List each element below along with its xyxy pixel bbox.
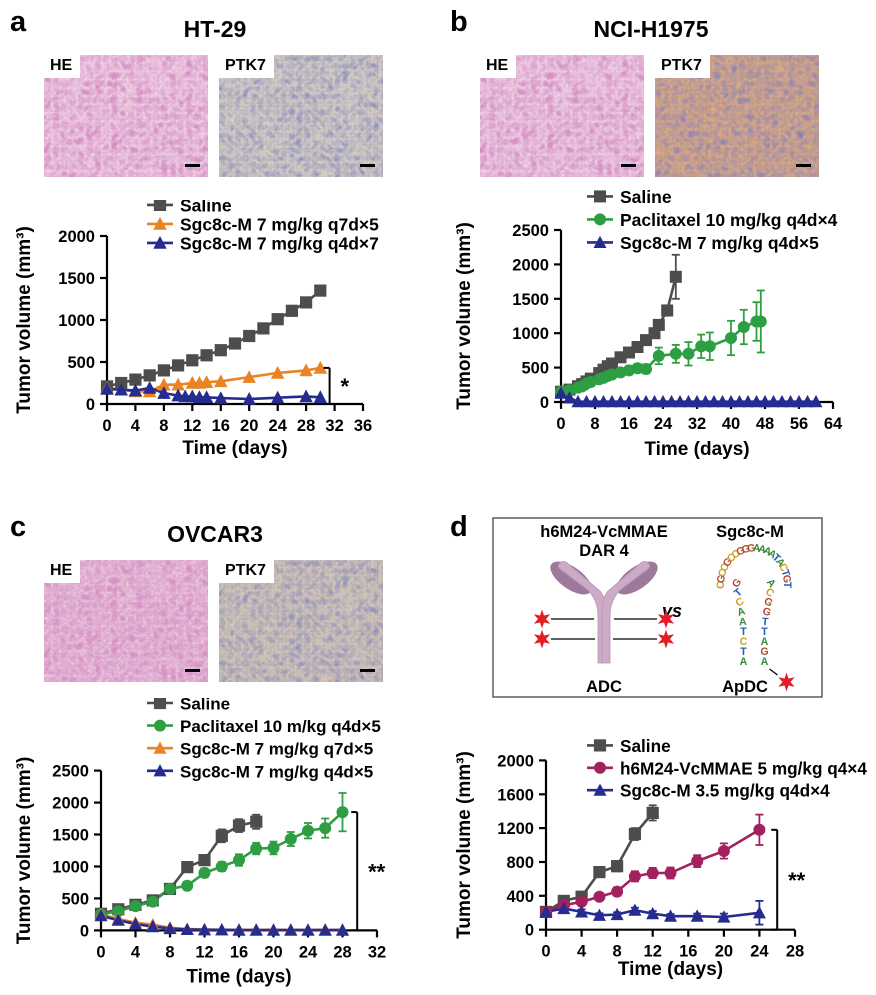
svg-text:16: 16 <box>212 417 230 435</box>
svg-text:36: 36 <box>354 417 372 435</box>
svg-text:8: 8 <box>159 417 168 435</box>
svg-text:Sgc8c-M 7 mg/kg q4d×7: Sgc8c-M 7 mg/kg q4d×7 <box>180 233 379 253</box>
svg-text:Sgc8c-M 7 mg/kg q4d×5: Sgc8c-M 7 mg/kg q4d×5 <box>620 233 819 253</box>
svg-text:12: 12 <box>195 943 213 961</box>
svg-text:500: 500 <box>521 360 549 378</box>
svg-text:32: 32 <box>688 415 706 433</box>
svg-text:Sgc8c-M 3.5 mg/kg q4d×4: Sgc8c-M 3.5 mg/kg q4d×4 <box>620 781 830 801</box>
svg-text:Sgc8c-M 7 mg/kg q7d×5: Sgc8c-M 7 mg/kg q7d×5 <box>180 214 379 234</box>
svg-text:2000: 2000 <box>58 228 95 246</box>
svg-text:8: 8 <box>165 943 174 961</box>
svg-text:1500: 1500 <box>58 270 95 288</box>
svg-text:ApDC: ApDC <box>722 678 768 696</box>
svg-text:Time (days): Time (days) <box>644 439 749 460</box>
svg-text:24: 24 <box>750 943 769 961</box>
svg-text:8: 8 <box>590 415 599 433</box>
svg-text:Saline: Saline <box>180 200 232 215</box>
svg-text:0: 0 <box>96 943 105 961</box>
svg-text:24: 24 <box>299 943 318 961</box>
svg-text:Tumor volume (mm³): Tumor volume (mm³) <box>454 751 475 939</box>
svg-text:Saline: Saline <box>620 190 672 207</box>
svg-text:1600: 1600 <box>497 786 534 804</box>
svg-text:400: 400 <box>506 888 534 906</box>
svg-text:28: 28 <box>786 943 804 961</box>
svg-text:h6M24-VcMMAE 5 mg/kg q4×4: h6M24-VcMMAE 5 mg/kg q4×4 <box>620 758 867 778</box>
svg-text:32: 32 <box>325 417 343 435</box>
svg-text:Sgc8c-M 7 mg/kg q4d×5: Sgc8c-M 7 mg/kg q4d×5 <box>180 762 373 781</box>
svg-text:A: A <box>761 656 769 668</box>
svg-text:1500: 1500 <box>512 291 549 309</box>
svg-text:28: 28 <box>333 943 351 961</box>
svg-text:0: 0 <box>556 415 565 433</box>
svg-text:40: 40 <box>722 415 740 433</box>
svg-text:**: ** <box>787 868 806 893</box>
svg-text:48: 48 <box>756 415 774 433</box>
svg-text:12: 12 <box>183 417 201 435</box>
svg-text:800: 800 <box>506 854 534 872</box>
svg-text:Sgc8c-M 7 mg/kg q7d×5: Sgc8c-M 7 mg/kg q7d×5 <box>180 740 373 759</box>
svg-text:4: 4 <box>131 943 141 961</box>
svg-text:Paclitaxel 10 m/kg q4d×5: Paclitaxel 10 m/kg q4d×5 <box>180 717 381 736</box>
svg-text:Time (days): Time (days) <box>618 959 723 980</box>
svg-text:0: 0 <box>525 922 534 940</box>
svg-text:Time (days): Time (days) <box>182 438 287 459</box>
svg-text:64: 64 <box>824 415 843 433</box>
svg-text:24: 24 <box>654 415 673 433</box>
svg-text:T: T <box>781 582 793 589</box>
svg-text:0: 0 <box>540 394 549 412</box>
svg-text:4: 4 <box>577 943 587 961</box>
svg-text:Tumor volume (mm³): Tumor volume (mm³) <box>14 226 35 414</box>
svg-text:0: 0 <box>102 417 111 435</box>
svg-text:20: 20 <box>264 943 282 961</box>
svg-text:24: 24 <box>269 417 288 435</box>
svg-text:Saline: Saline <box>180 698 230 714</box>
svg-text:0: 0 <box>541 943 550 961</box>
svg-text:1500: 1500 <box>52 827 89 845</box>
svg-text:2500: 2500 <box>512 222 549 240</box>
svg-text:2000: 2000 <box>512 256 549 274</box>
svg-text:2000: 2000 <box>52 795 89 813</box>
svg-text:1200: 1200 <box>497 820 534 838</box>
svg-text:500: 500 <box>67 354 95 372</box>
svg-text:2500: 2500 <box>52 763 89 781</box>
svg-text:1000: 1000 <box>52 859 89 877</box>
svg-text:500: 500 <box>61 890 89 908</box>
svg-text:Tumor volume (mm³): Tumor volume (mm³) <box>454 222 475 410</box>
svg-text:**: ** <box>367 859 386 884</box>
svg-text:Saline: Saline <box>620 736 671 756</box>
svg-text:ADC: ADC <box>586 678 622 696</box>
svg-text:Sgc8c-M: Sgc8c-M <box>716 523 784 541</box>
svg-text:4: 4 <box>131 417 141 435</box>
svg-text:*: * <box>340 374 350 399</box>
svg-text:1000: 1000 <box>512 325 549 343</box>
svg-text:56: 56 <box>790 415 808 433</box>
svg-text:h6M24-VcMMAE: h6M24-VcMMAE <box>540 523 667 541</box>
svg-text:Tumor volume (mm³): Tumor volume (mm³) <box>14 757 35 945</box>
svg-text:20: 20 <box>240 417 258 435</box>
svg-text:DAR 4: DAR 4 <box>579 542 629 560</box>
svg-text:16: 16 <box>230 943 248 961</box>
svg-text:Time (days): Time (days) <box>186 966 291 987</box>
svg-text:0: 0 <box>80 922 89 940</box>
svg-text:Paclitaxel 10 mg/kg q4d×4: Paclitaxel 10 mg/kg q4d×4 <box>620 210 838 230</box>
svg-text:0: 0 <box>86 396 95 414</box>
svg-text:32: 32 <box>368 943 386 961</box>
svg-text:16: 16 <box>620 415 638 433</box>
svg-text:2000: 2000 <box>497 752 534 770</box>
svg-text:1000: 1000 <box>58 312 95 330</box>
svg-text:28: 28 <box>297 417 315 435</box>
